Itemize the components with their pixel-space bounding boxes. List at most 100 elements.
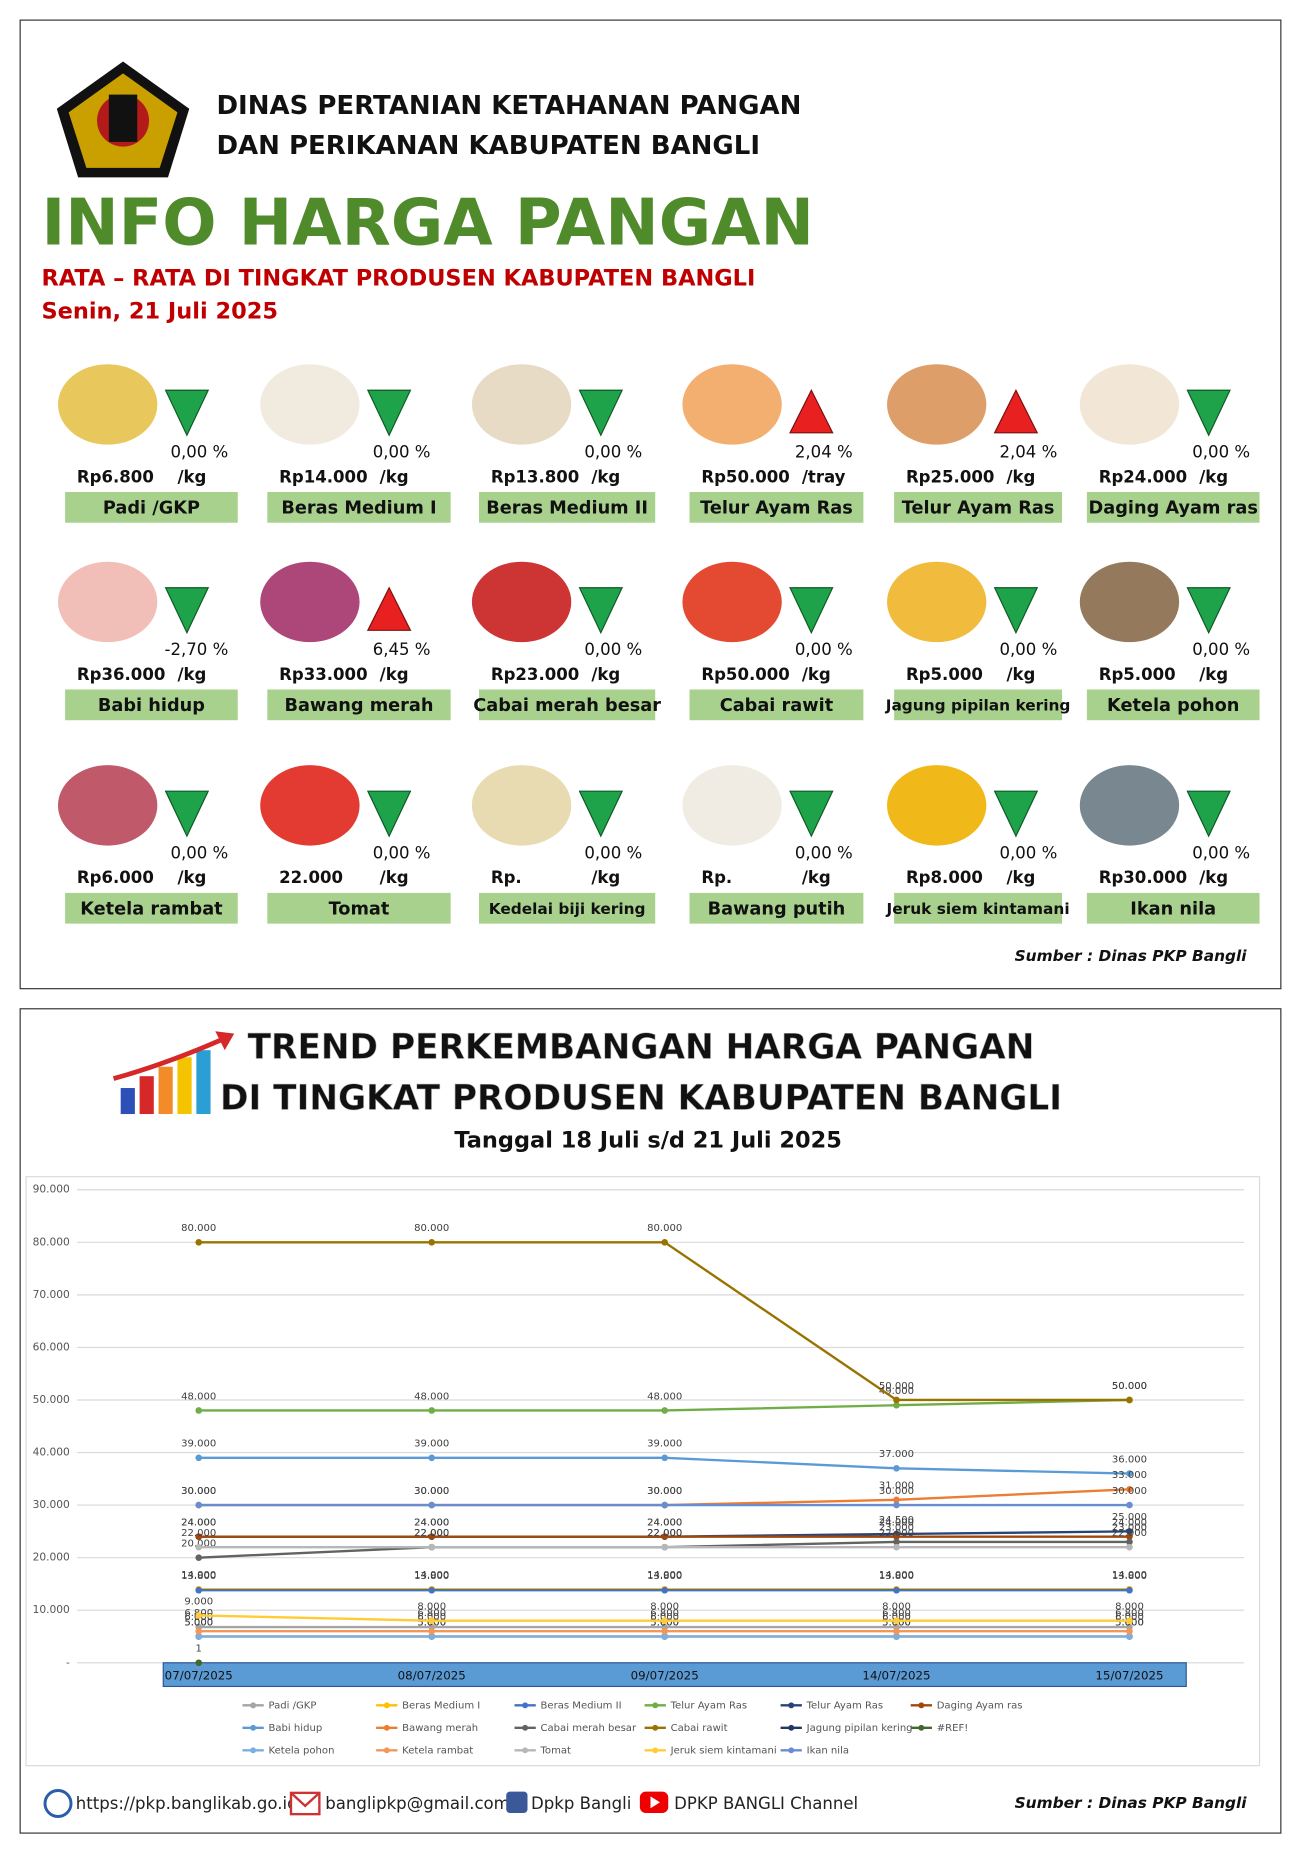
data-label: 6.800 <box>417 1608 446 1619</box>
item-price: Rp. <box>701 868 732 887</box>
item-price: Rp. <box>491 868 522 887</box>
item-name: Cabai rawit <box>720 696 834 716</box>
trend-down <box>366 389 412 437</box>
data-label: 30.000 <box>647 1486 682 1497</box>
items-grid: 0,00 % Rp6.800/kg Padi /GKP 0,00 % Rp14.000 /… <box>58 364 1260 924</box>
logo <box>56 61 190 178</box>
facebook: Dpkp Bangli <box>531 1794 631 1813</box>
item-price: Rp8.000 <box>906 868 983 887</box>
series-point <box>893 1633 900 1640</box>
x-tick-label: 07/07/2025 <box>165 1668 233 1682</box>
legend-dot <box>250 1702 257 1709</box>
series-point <box>1126 1543 1133 1551</box>
item-price: Rp33.000 <box>279 665 367 684</box>
series-point <box>661 1407 669 1414</box>
item-price: 22.000 <box>279 868 343 887</box>
data-label: 30.000 <box>181 1486 216 1497</box>
series-point <box>428 1627 436 1635</box>
item-name: Telur Ayam Ras <box>700 499 853 519</box>
series-point <box>428 1543 436 1551</box>
data-label: 24.000 <box>414 1517 449 1528</box>
item-label-box <box>65 491 238 523</box>
item-unit: /tray <box>802 467 846 486</box>
data-label: 9.000 <box>184 1596 213 1607</box>
series-point <box>1126 1538 1133 1546</box>
item-photo <box>260 765 360 846</box>
item-unit: /kg <box>802 868 831 887</box>
item-change: 0,00 % <box>584 843 642 862</box>
series-point <box>661 1617 669 1625</box>
series-point <box>893 1396 900 1404</box>
series-point <box>428 1533 436 1540</box>
series-point <box>195 1586 203 1594</box>
y-tick-label: 40.000 <box>33 1446 70 1459</box>
item-change: 0,00 % <box>795 843 853 862</box>
legend-label: #REF! <box>937 1723 969 1734</box>
agency-line1: DINAS PERTANIAN KETAHANAN PANGAN <box>216 91 801 121</box>
item-photo <box>887 765 987 846</box>
series-point <box>1126 1586 1133 1594</box>
legend-dot <box>250 1724 257 1731</box>
item-name: Beras Medium I <box>281 499 436 519</box>
item-name: Bawang putih <box>708 899 846 919</box>
item-label-box <box>65 689 238 721</box>
item-change: 0,00 % <box>1192 442 1250 461</box>
series-point <box>195 1501 203 1509</box>
data-label: 30.000 <box>414 1486 449 1497</box>
trend-down <box>993 587 1039 635</box>
item-unit: /kg <box>591 467 620 486</box>
item-price: Rp14.000 <box>279 467 367 486</box>
legend-label: Ketela pohon <box>269 1745 335 1756</box>
legend-dot <box>383 1702 390 1709</box>
series-point <box>428 1586 436 1594</box>
data-label: 13.800 <box>181 1571 216 1582</box>
item-photo <box>471 364 572 445</box>
website: https://pkp.banglikab.go.id <box>76 1794 298 1813</box>
legend-label: Tomat <box>540 1745 572 1756</box>
data-label: 8.000 <box>882 1602 911 1613</box>
item-unit: /kg <box>1199 665 1228 684</box>
item-price: Rp13.800 <box>491 467 579 486</box>
data-label: 30.000 <box>1112 1486 1147 1497</box>
data-label: 50.000 <box>879 1381 914 1392</box>
data-label: 37.000 <box>879 1449 914 1460</box>
trend-down <box>164 587 210 635</box>
legend-dot <box>522 1724 529 1731</box>
data-label: 22.000 <box>181 1528 216 1539</box>
item-price: Rp24.000 <box>1099 467 1187 486</box>
legend-dot <box>652 1724 659 1731</box>
item-name: Ikan nila <box>1130 899 1216 919</box>
series-point <box>195 1407 203 1414</box>
trend-down <box>578 790 624 838</box>
x-tick-label: 14/07/2025 <box>862 1668 930 1682</box>
series-point <box>661 1501 669 1509</box>
item-label-box <box>65 892 238 924</box>
data-label: 13.800 <box>879 1571 914 1582</box>
data-label: 22.000 <box>647 1528 682 1539</box>
item-price: Rp30.000 <box>1099 868 1187 887</box>
item-change: 0,00 % <box>1192 843 1250 862</box>
item-photo <box>682 364 782 445</box>
item-unit: /kg <box>380 467 409 486</box>
data-label: 30.000 <box>647 1486 682 1497</box>
legend-label: Jeruk siem kintamani <box>670 1745 777 1756</box>
item-unit: /kg <box>380 665 409 684</box>
trend-down <box>578 587 624 635</box>
item-price: Rp50.000 <box>701 665 789 684</box>
item-label-box <box>267 689 451 721</box>
item-change: 2,04 % <box>999 442 1057 461</box>
data-label: 13.800 <box>647 1571 682 1582</box>
x-axis-band <box>162 1662 1187 1688</box>
item-change: 0,00 % <box>999 843 1057 862</box>
data-label: 39.000 <box>181 1439 216 1450</box>
y-tick-label: - <box>66 1656 70 1669</box>
item-name: Jeruk siem kintamani <box>886 900 1070 918</box>
item-price: Rp36.000 <box>77 665 165 684</box>
series-point <box>893 1586 900 1594</box>
item-photo <box>1079 765 1180 846</box>
item-price: Rp5.000 <box>906 665 983 684</box>
series-point <box>1126 1533 1133 1540</box>
item-photo <box>887 561 987 643</box>
item-name: Cabai merah besar <box>473 696 661 716</box>
series-point <box>195 1238 203 1246</box>
